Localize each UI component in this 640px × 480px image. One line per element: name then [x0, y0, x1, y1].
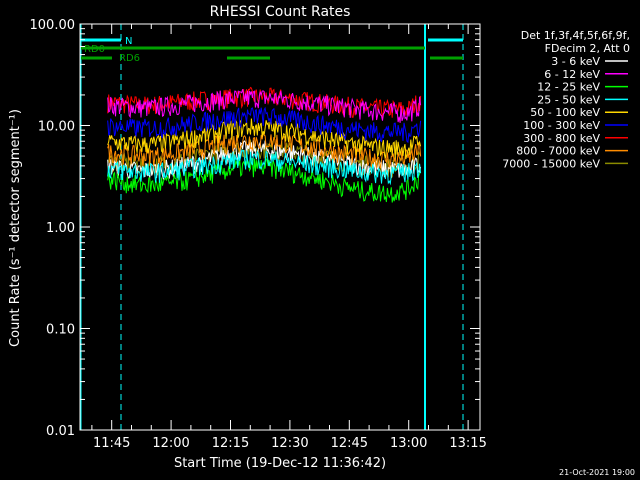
legend: Det 1f,3f,4f,5f,6f,9f,FDecim 2, Att 03 -… — [502, 29, 630, 170]
series-line — [107, 89, 422, 123]
x-axis: 11:45 12:00 12:15 12:30 12:45 13:00 13:15 — [91, 24, 487, 451]
legend-label: 800 - 7000 keV — [516, 145, 600, 158]
series-lines — [107, 86, 422, 203]
legend-header: FDecim 2, Att 0 — [545, 42, 630, 55]
legend-header: Det 1f,3f,4f,5f,6f,9f, — [521, 29, 630, 42]
legend-label: 100 - 300 keV — [523, 119, 600, 132]
y-tick-label: 10.00 — [38, 120, 75, 135]
x-tick-label: 12:15 — [212, 436, 249, 451]
y-tick-label: 0.10 — [46, 323, 75, 338]
y-tick-label: 1.00 — [46, 221, 75, 236]
series-line — [107, 106, 422, 144]
y-axis: 0.01 0.10 1.00 10.00 100.00 — [30, 18, 480, 439]
x-tick-label: 12:45 — [331, 436, 368, 451]
legend-label: 50 - 100 keV — [530, 106, 600, 119]
legend-label: 25 - 50 keV — [537, 93, 600, 106]
x-tick-label: 12:00 — [152, 436, 189, 451]
legend-label: 7000 - 15000 keV — [502, 157, 600, 170]
x-tick-label: 13:15 — [449, 436, 486, 451]
legend-label: 300 - 800 keV — [523, 132, 600, 145]
y-tick-label: 100.00 — [30, 18, 76, 33]
rd0-label: RD0 — [84, 44, 105, 55]
x-tick-label: 12:30 — [271, 436, 308, 451]
x-axis-label: Start Time (19-Dec-12 11:36:42) — [174, 456, 386, 471]
attenuator-label: N — [125, 36, 132, 47]
legend-label: 12 - 25 keV — [537, 81, 600, 94]
footer-timestamp: 21-Oct-2021 19:00 — [559, 468, 635, 477]
series-line — [107, 149, 422, 186]
rd6-label: RD6 — [119, 53, 140, 64]
legend-label: 6 - 12 keV — [544, 68, 600, 81]
chart-title: RHESSI Count Rates — [210, 4, 351, 20]
legend-label: 3 - 6 keV — [551, 55, 600, 68]
series-line — [107, 131, 422, 169]
x-tick-label: 13:00 — [390, 436, 427, 451]
status-bars: N RD0 RD6 — [80, 24, 464, 430]
y-axis-label: Count Rate (s⁻¹ detector segment⁻¹) — [8, 109, 23, 347]
series-line — [107, 118, 422, 160]
y-tick-label: 0.01 — [46, 424, 75, 439]
x-tick-label: 11:45 — [93, 436, 130, 451]
